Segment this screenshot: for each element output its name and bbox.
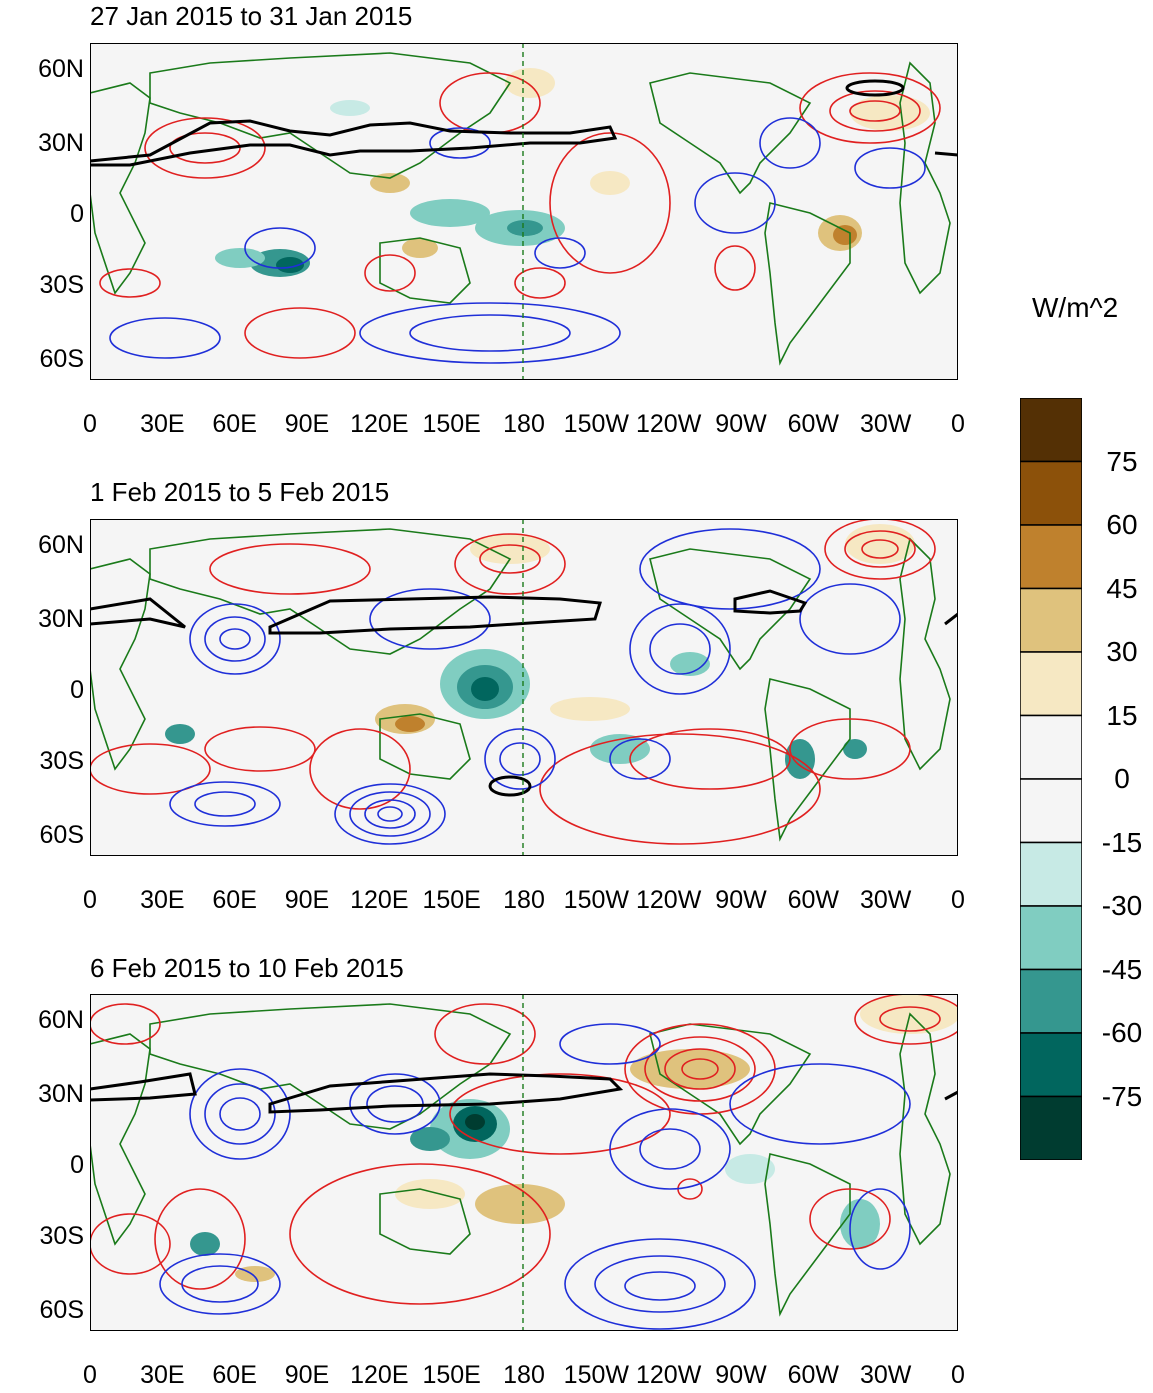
lon-label: 150E: [422, 410, 481, 438]
lon-label: 90W: [715, 886, 767, 914]
lon-label: 120E: [350, 410, 409, 438]
panel-1-map: [90, 43, 958, 380]
colorbar-label: 30: [1106, 636, 1138, 667]
lon-label: 120W: [636, 886, 702, 914]
olr-shading: [190, 994, 958, 1282]
negative-contours: [159, 1023, 911, 1330]
lat-label: 60N: [38, 530, 84, 559]
colorbar-title: W/m^2: [1032, 292, 1119, 323]
lon-label: 90E: [284, 410, 330, 438]
lon-label: 60W: [787, 410, 840, 438]
lon-label: 60E: [212, 886, 257, 914]
lat-label: 0: [70, 675, 84, 704]
lat-label: 60S: [39, 820, 84, 849]
colorbar-swatch: [1020, 587, 1082, 653]
colorbar-label: -15: [1101, 826, 1143, 858]
lon-label: 180: [503, 410, 545, 438]
panel-2-map: [90, 519, 958, 856]
lon-label: 0: [951, 1361, 965, 1389]
lon-label: 150W: [563, 410, 629, 438]
lon-label: 0: [83, 1361, 97, 1389]
lon-label: 90E: [284, 886, 330, 914]
lat-label: 30S: [39, 270, 84, 299]
lon-label: 180: [503, 1361, 545, 1389]
colorbar-swatch: [1020, 1095, 1082, 1160]
lat-label: 30S: [39, 1221, 84, 1250]
colorbar-swatch: [1020, 905, 1082, 971]
lon-label: 120W: [636, 410, 702, 438]
lon-label: 120E: [350, 886, 409, 914]
colorbar: [1020, 398, 1082, 1160]
colorbar-label: 60: [1106, 509, 1138, 540]
lon-label: 0: [83, 410, 97, 438]
lon-label: 0: [83, 886, 97, 914]
jet-contour: [90, 79, 958, 167]
colorbar-swatch: [1020, 524, 1082, 590]
colorbar-label: -45: [1101, 953, 1143, 985]
lon-label: 30W: [859, 1361, 912, 1389]
positive-contours: [99, 72, 941, 359]
olr-shading: [215, 68, 930, 277]
lat-label: 30N: [38, 605, 84, 634]
panel-1-title: 27 Jan 2015 to 31 Jan 2015: [90, 1, 413, 31]
lat-label: 60N: [38, 54, 84, 83]
colorbar-swatch: [1020, 968, 1082, 1034]
lon-label: 90W: [715, 1361, 767, 1389]
lon-label: 150W: [563, 886, 629, 914]
colorbar-swatch: [1020, 460, 1082, 526]
colorbar-label: 0: [1114, 763, 1130, 794]
colorbar-swatch: [1020, 1032, 1082, 1098]
colorbar-label: -30: [1101, 890, 1143, 921]
lat-label: 0: [70, 1150, 84, 1179]
olr-shading: [165, 524, 915, 779]
lon-label: 0: [951, 886, 965, 914]
lon-label: 150E: [422, 1361, 481, 1389]
lon-label: 30W: [859, 410, 912, 438]
lon-label: 60W: [787, 1361, 840, 1389]
lon-label: 120W: [636, 1361, 702, 1389]
lat-label: 60N: [38, 1005, 84, 1034]
lon-label: 150W: [563, 1361, 629, 1389]
colorbar-swatch: [1020, 714, 1082, 780]
lon-label: 30W: [859, 886, 912, 914]
lat-label: 30S: [39, 746, 84, 775]
lon-label: 60W: [787, 886, 840, 914]
lat-label: 60S: [39, 1295, 84, 1324]
lon-label: 0: [951, 410, 965, 438]
colorbar-label: -60: [1101, 1017, 1143, 1048]
panel-3-title: 6 Feb 2015 to 10 Feb 2015: [90, 953, 404, 983]
lon-label: 90E: [284, 1361, 330, 1389]
lat-label: 30N: [38, 129, 84, 158]
lon-label: 120E: [350, 1361, 409, 1389]
lon-label: 60E: [212, 410, 257, 438]
lon-label: 180: [503, 886, 545, 914]
lon-label: 60E: [212, 1361, 257, 1389]
panel-3-map: [90, 994, 958, 1331]
colorbar-swatch: [1020, 778, 1082, 844]
colorbar-label: 45: [1106, 572, 1138, 604]
lon-label: 30E: [140, 410, 185, 438]
lon-label: 30E: [140, 886, 185, 914]
colorbar-swatch: [1020, 651, 1082, 717]
jet-contour: [90, 589, 958, 797]
negative-contours: [169, 528, 901, 845]
colorbar-label: 75: [1106, 445, 1138, 477]
lon-label: 30E: [140, 1361, 185, 1389]
lat-label: 30N: [38, 1080, 84, 1109]
colorbar-swatch: [1020, 398, 1082, 463]
negative-contours: [109, 117, 926, 364]
lat-label: 60S: [39, 344, 84, 373]
lat-label: 0: [70, 199, 84, 228]
jet-contour: [90, 1072, 958, 1114]
colorbar-swatch: [1020, 841, 1082, 907]
lon-label: 150E: [422, 886, 481, 914]
positive-contours: [90, 519, 936, 845]
panel-2-title: 1 Feb 2015 to 5 Feb 2015: [90, 477, 390, 507]
colorbar-label: 15: [1106, 699, 1138, 731]
colorbar-label: -75: [1101, 1080, 1143, 1112]
lon-label: 90W: [715, 410, 767, 438]
